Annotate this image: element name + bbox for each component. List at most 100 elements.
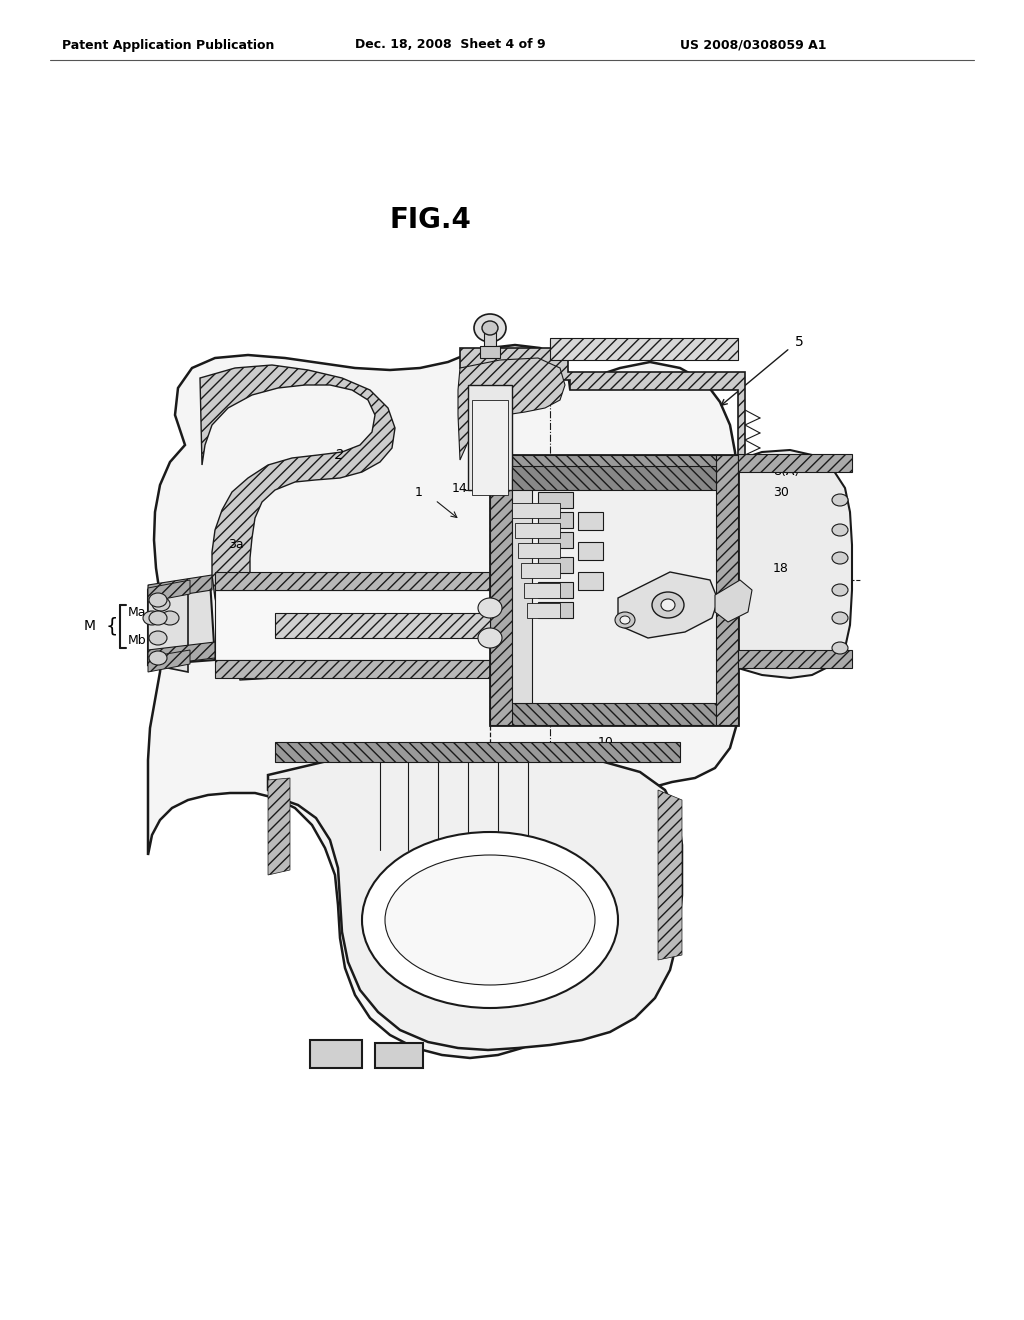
Bar xyxy=(490,455,512,725)
Text: 13: 13 xyxy=(534,499,550,511)
Text: Patent Application Publication: Patent Application Publication xyxy=(62,38,274,51)
Bar xyxy=(578,512,603,531)
Bar xyxy=(512,466,716,490)
Bar xyxy=(515,523,560,539)
Bar xyxy=(484,333,496,350)
Ellipse shape xyxy=(161,611,179,624)
Bar xyxy=(521,564,560,578)
Ellipse shape xyxy=(831,494,848,506)
Bar xyxy=(738,454,852,473)
Polygon shape xyxy=(268,777,290,875)
Text: 4a: 4a xyxy=(550,474,565,487)
Bar xyxy=(538,602,573,618)
Bar xyxy=(538,557,573,573)
Polygon shape xyxy=(148,576,212,601)
Text: 10: 10 xyxy=(598,735,613,748)
Ellipse shape xyxy=(831,524,848,536)
Polygon shape xyxy=(148,579,215,665)
Polygon shape xyxy=(618,572,718,638)
Ellipse shape xyxy=(474,314,506,342)
Bar xyxy=(538,492,573,508)
Bar xyxy=(275,742,680,762)
Text: 25: 25 xyxy=(582,506,598,519)
Ellipse shape xyxy=(831,612,848,624)
Bar xyxy=(310,1040,362,1068)
Ellipse shape xyxy=(652,591,684,618)
Polygon shape xyxy=(460,348,745,459)
Text: 3a: 3a xyxy=(228,539,244,552)
Bar xyxy=(527,603,560,618)
Ellipse shape xyxy=(385,855,595,985)
Text: Mb: Mb xyxy=(128,634,146,647)
Polygon shape xyxy=(738,450,852,725)
Text: 14: 14 xyxy=(452,482,468,495)
Bar xyxy=(275,612,490,638)
Polygon shape xyxy=(148,642,215,667)
Text: 3: 3 xyxy=(428,898,437,912)
Text: US 2008/0308059 A1: US 2008/0308059 A1 xyxy=(680,38,826,51)
Text: 5: 5 xyxy=(795,335,804,348)
Text: 2: 2 xyxy=(335,447,344,462)
Ellipse shape xyxy=(482,321,498,335)
Bar xyxy=(215,660,490,678)
Polygon shape xyxy=(148,649,190,672)
Text: Ma: Ma xyxy=(128,606,146,619)
Text: 19: 19 xyxy=(562,628,578,642)
Text: 15: 15 xyxy=(510,474,526,487)
Bar xyxy=(538,582,573,598)
Bar xyxy=(716,455,738,725)
Polygon shape xyxy=(200,366,395,680)
Bar xyxy=(490,455,738,725)
Text: 8a: 8a xyxy=(612,619,628,631)
Polygon shape xyxy=(148,587,188,672)
Text: {: { xyxy=(105,616,118,635)
Bar xyxy=(578,543,603,560)
Ellipse shape xyxy=(620,616,630,624)
Bar xyxy=(472,400,508,495)
Text: 18: 18 xyxy=(773,561,788,574)
Bar xyxy=(550,338,738,360)
Ellipse shape xyxy=(662,599,675,611)
Text: 16: 16 xyxy=(508,502,523,515)
Ellipse shape xyxy=(615,612,635,628)
Polygon shape xyxy=(658,789,682,960)
Ellipse shape xyxy=(478,598,502,618)
Ellipse shape xyxy=(150,651,167,665)
Polygon shape xyxy=(268,744,682,1049)
Text: Dec. 18, 2008  Sheet 4 of 9: Dec. 18, 2008 Sheet 4 of 9 xyxy=(355,38,546,51)
Ellipse shape xyxy=(831,552,848,564)
Text: 1: 1 xyxy=(415,486,423,499)
Text: 8(A): 8(A) xyxy=(773,466,800,479)
Ellipse shape xyxy=(831,642,848,653)
Bar xyxy=(512,477,532,704)
Polygon shape xyxy=(458,358,565,459)
Polygon shape xyxy=(148,579,190,602)
Bar xyxy=(538,532,573,548)
Bar xyxy=(512,503,560,517)
Bar xyxy=(518,543,560,558)
Bar xyxy=(490,455,738,477)
Ellipse shape xyxy=(143,611,161,624)
Ellipse shape xyxy=(478,628,502,648)
Ellipse shape xyxy=(152,597,170,611)
Ellipse shape xyxy=(150,631,167,645)
Bar xyxy=(215,590,490,660)
Ellipse shape xyxy=(150,593,167,607)
Bar xyxy=(375,1043,423,1068)
Polygon shape xyxy=(148,345,738,1059)
Ellipse shape xyxy=(150,611,167,624)
Polygon shape xyxy=(715,579,752,622)
Text: M: M xyxy=(84,619,96,634)
Text: 23: 23 xyxy=(722,590,737,602)
Bar xyxy=(524,583,560,598)
Bar xyxy=(480,346,500,358)
Bar xyxy=(215,572,490,590)
Text: 30: 30 xyxy=(773,486,788,499)
Bar xyxy=(468,385,512,490)
Bar xyxy=(538,512,573,528)
Ellipse shape xyxy=(362,832,618,1008)
Bar xyxy=(578,572,603,590)
Text: FIG.4: FIG.4 xyxy=(389,206,471,234)
Ellipse shape xyxy=(831,583,848,597)
Bar xyxy=(738,649,852,668)
